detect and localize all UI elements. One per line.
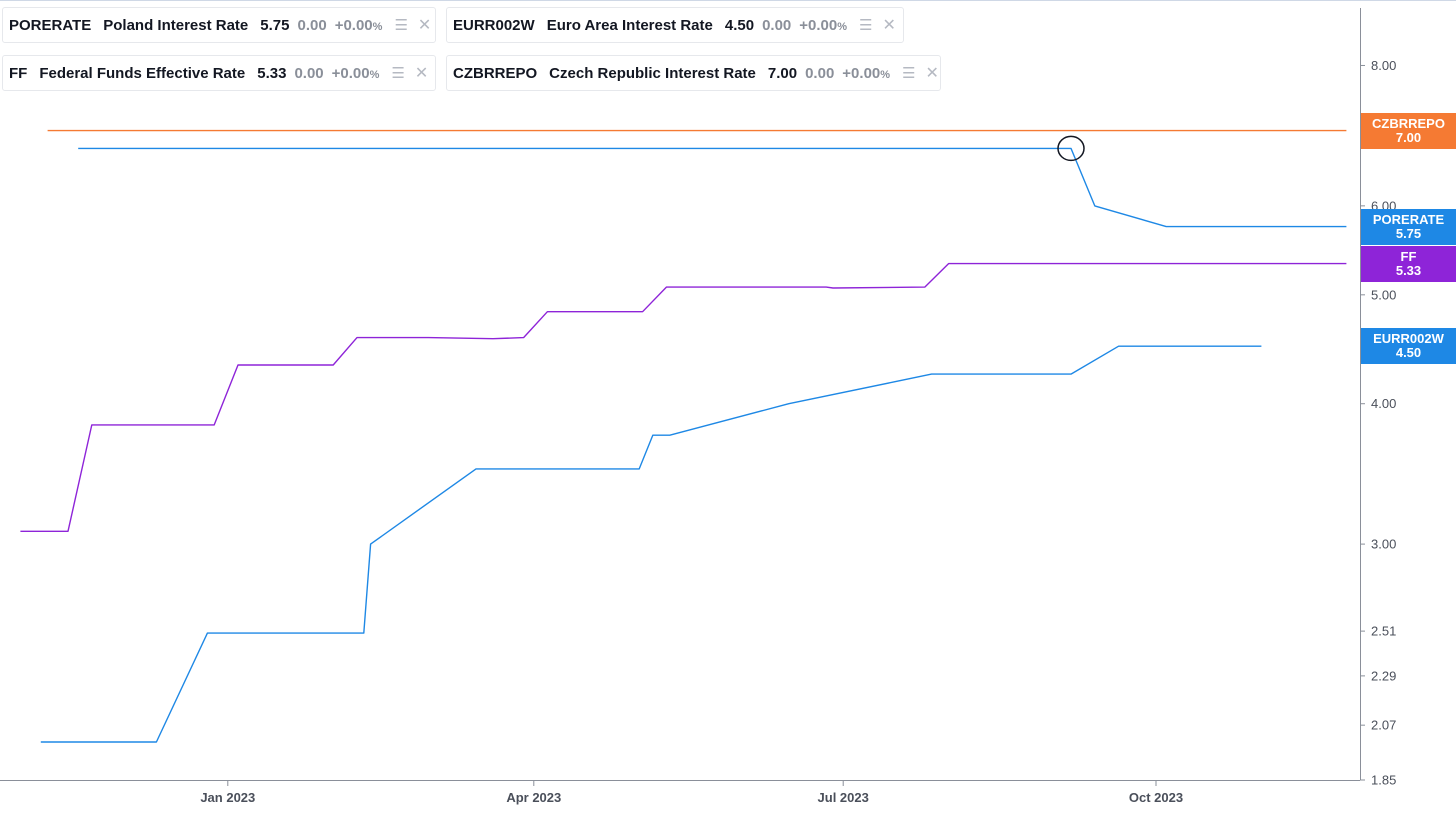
y-tick-label: 5.00 bbox=[1371, 287, 1396, 302]
badge-value: 7.00 bbox=[1395, 130, 1422, 145]
close-icon[interactable]: ✕ bbox=[882, 17, 896, 34]
y-tick-label: 1.85 bbox=[1371, 773, 1396, 788]
legend-value: 7.00 bbox=[767, 64, 798, 82]
markers bbox=[1057, 135, 1085, 162]
badge-symbol: PORERATE bbox=[1372, 212, 1445, 227]
top-border bbox=[0, 0, 1456, 1]
legend-chip-porerate[interactable]: PORERATE Poland Interest Rate 5.75 0.00 … bbox=[2, 7, 436, 43]
highlight-circle bbox=[1057, 135, 1085, 162]
y-tick-label: 8.00 bbox=[1371, 58, 1396, 73]
legend-chip-ff[interactable]: FF Federal Funds Effective Rate 5.33 0.0… bbox=[2, 55, 436, 91]
legend-value: 5.33 bbox=[257, 64, 287, 82]
legend-percent: +0.00% bbox=[334, 16, 383, 34]
price-badge-eurr002w: EURR002W 4.50 bbox=[1361, 328, 1456, 364]
y-tick-label: 2.51 bbox=[1371, 624, 1396, 639]
y-tick-label: 2.07 bbox=[1371, 718, 1396, 733]
legend-percent: +0.00% bbox=[799, 16, 848, 34]
series-line-eurr002w bbox=[40, 345, 1262, 743]
x-tick-label: Jan 2023 bbox=[200, 790, 255, 805]
legend-name: Euro Area Interest Rate bbox=[546, 16, 713, 34]
layers-icon[interactable]: ☰ bbox=[902, 65, 916, 82]
legend-name: Poland Interest Rate bbox=[103, 16, 249, 34]
layers-icon[interactable]: ☰ bbox=[391, 65, 405, 82]
legend-percent: +0.00% bbox=[842, 64, 891, 82]
series-line-ff bbox=[20, 262, 1347, 532]
price-badge-ff: FF 5.33 bbox=[1361, 246, 1456, 282]
y-tick-label: 4.00 bbox=[1371, 396, 1396, 411]
legend-percent: +0.00% bbox=[331, 64, 380, 82]
badge-symbol: CZBRREPO bbox=[1372, 116, 1445, 131]
badge-symbol: EURR002W bbox=[1373, 331, 1444, 346]
badge-value: 5.75 bbox=[1395, 226, 1422, 241]
legend-symbol: EURR002W bbox=[453, 16, 535, 34]
series-lines bbox=[20, 129, 1347, 743]
legend-symbol: PORERATE bbox=[9, 16, 92, 34]
legend-value: 5.75 bbox=[260, 16, 290, 34]
legend-chip-eurr002w[interactable]: EURR002W Euro Area Interest Rate 4.50 0.… bbox=[446, 7, 904, 43]
x-tick-label: Oct 2023 bbox=[1129, 790, 1183, 805]
badge-value: 4.50 bbox=[1395, 345, 1422, 360]
legend-name: Czech Republic Interest Rate bbox=[549, 64, 756, 82]
price-badge-czbrrepo: CZBRREPO 7.00 bbox=[1361, 113, 1456, 149]
close-icon[interactable]: ✕ bbox=[925, 65, 939, 82]
y-tick-label: 2.29 bbox=[1371, 668, 1396, 683]
badge-symbol: FF bbox=[1400, 249, 1417, 264]
price-badge-porerate: PORERATE 5.75 bbox=[1361, 209, 1456, 245]
y-tick-label: 3.00 bbox=[1371, 537, 1396, 552]
legend-value: 4.50 bbox=[724, 16, 755, 34]
legend-change: 0.00 bbox=[297, 16, 327, 34]
close-icon[interactable]: ✕ bbox=[414, 65, 429, 82]
legend-name: Federal Funds Effective Rate bbox=[39, 64, 246, 82]
legend-change: 0.00 bbox=[805, 64, 835, 82]
legend-symbol: CZBRREPO bbox=[453, 64, 538, 82]
legend-symbol: FF bbox=[9, 64, 28, 82]
layers-icon[interactable]: ☰ bbox=[394, 17, 408, 34]
y-axis-ticks: 8.006.005.004.003.002.512.292.071.85 bbox=[1360, 58, 1396, 788]
series-line-porerate bbox=[78, 147, 1347, 228]
legend-change: 0.00 bbox=[294, 64, 324, 82]
x-tick-label: Apr 2023 bbox=[506, 790, 561, 805]
legend-chip-czbrrepo[interactable]: CZBRREPO Czech Republic Interest Rate 7.… bbox=[446, 55, 941, 91]
legend-change: 0.00 bbox=[762, 16, 792, 34]
close-icon[interactable]: ✕ bbox=[417, 17, 432, 34]
x-tick-label: Jul 2023 bbox=[818, 790, 869, 805]
badge-value: 5.33 bbox=[1395, 263, 1422, 278]
layers-icon[interactable]: ☰ bbox=[859, 17, 873, 34]
x-axis-ticks: Jan 2023 Apr 2023 Jul 2023 Oct 2023 bbox=[200, 780, 1183, 805]
